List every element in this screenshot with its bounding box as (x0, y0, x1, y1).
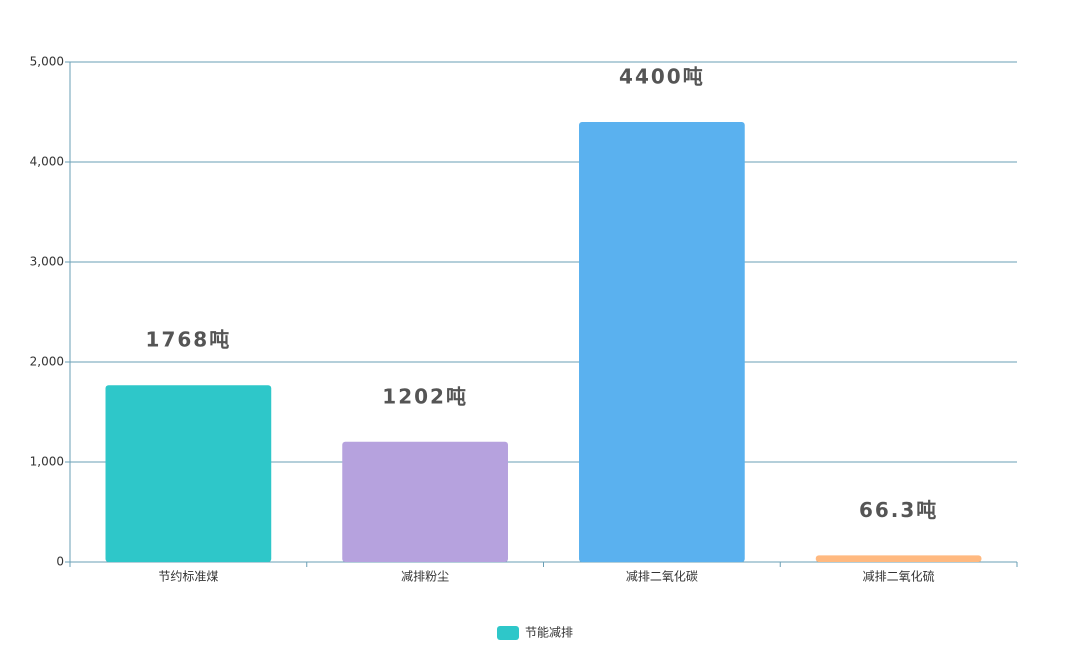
bar (579, 122, 745, 562)
value-label: 1202吨 (382, 384, 468, 408)
y-tick-label: 2,000 (30, 355, 64, 369)
y-tick-label: 5,000 (30, 55, 64, 69)
x-tick-label: 减排二氧化硫 (863, 569, 935, 584)
bar (815, 555, 982, 562)
y-tick-label: 0 (56, 555, 64, 569)
value-label: 66.3吨 (859, 498, 938, 522)
x-tick-label: 节约标准煤 (158, 569, 218, 584)
bar (105, 385, 272, 562)
x-tick-label: 减排粉尘 (401, 570, 449, 584)
legend-label: 节能减排 (525, 626, 573, 640)
value-label: 1768吨 (146, 328, 232, 352)
value-label: 4400吨 (619, 65, 705, 89)
x-tick-label: 减排二氧化碳 (626, 570, 698, 584)
bar (342, 441, 508, 562)
y-tick-label: 4,000 (30, 155, 64, 169)
y-tick-label: 1,000 (30, 455, 64, 469)
y-tick-label: 3,000 (30, 255, 64, 269)
legend-swatch (497, 626, 519, 640)
